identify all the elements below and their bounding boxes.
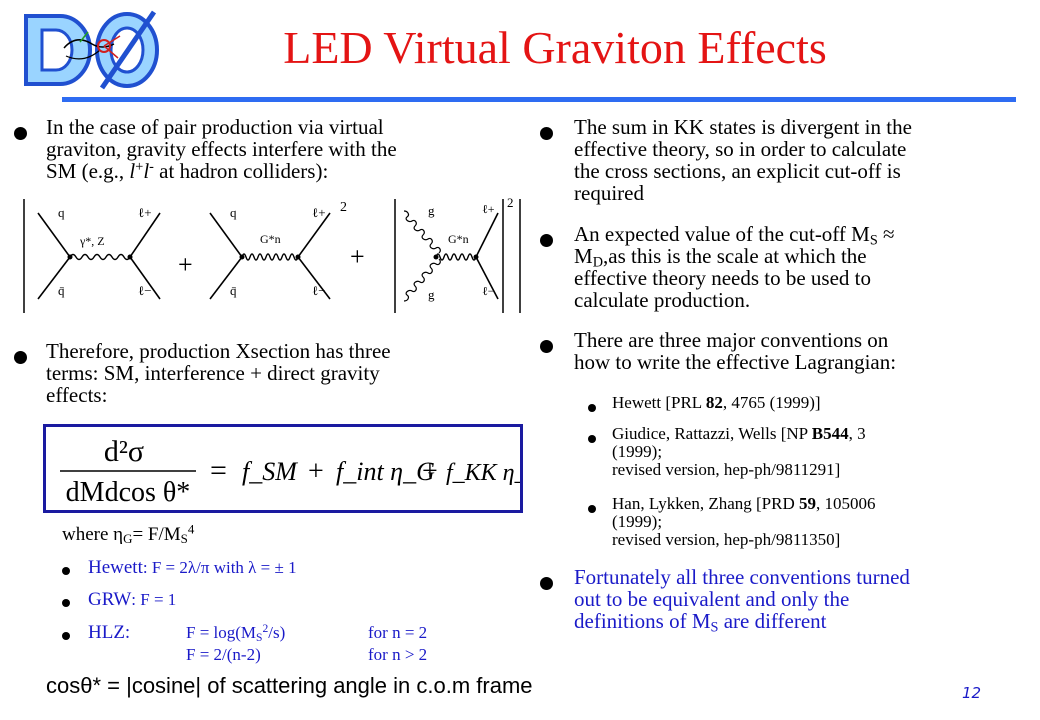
label-q: q (58, 205, 65, 220)
bullet-dot (540, 127, 553, 140)
text-line: graviton, gravity effects interfere with… (46, 137, 397, 161)
bullet-dot (540, 234, 553, 247)
eq-denominator: dMdcos θ* (66, 477, 191, 508)
ref-hewett: Hewett [PRL 82, 4765 (1999)] (612, 393, 821, 412)
convention-hewett: Hewett: F = 2λ/π with λ = ± 1 (88, 557, 297, 578)
plus-sign: + (178, 250, 193, 279)
hlz-formula-2: F = 2/(n-2) (186, 645, 261, 664)
text-line: The sum in KK states is divergent in the (574, 115, 912, 139)
text-line: MD,as this is the scale at which the (574, 244, 867, 271)
slide-title: LED Virtual Graviton Effects (283, 22, 827, 73)
text-line: calculate production. (574, 288, 751, 312)
diagram-graviton-qq: q q̄ G*n ℓ+ ℓ− (209, 205, 331, 300)
ref-grw: Giudice, Rattazzi, Wells [NP B544, 3 (19… (612, 424, 866, 479)
label-lm: ℓ− (482, 284, 495, 298)
label-prop: G*n (260, 232, 281, 246)
label-lp: ℓ+ (482, 202, 495, 216)
text-line: effective theory, so in order to calcula… (574, 137, 907, 161)
eq-term-sm: f_SM (242, 457, 298, 486)
diagram-sm: q q̄ γ*, Z ℓ+ ℓ− (37, 205, 161, 300)
text-line: Fortunately all three conventions turned (574, 565, 910, 589)
label-g: g (428, 203, 435, 218)
bullet-dot (540, 577, 553, 590)
text-line: out to be equivalent and only the (574, 587, 850, 611)
text-line: In the case of pair production via virtu… (46, 115, 384, 139)
sub-bullet-dot (62, 567, 70, 575)
ref-hlz: Han, Lykken, Zhang [PRD 59, 105006 (1999… (612, 494, 876, 549)
sub-bullet-dot (62, 599, 70, 607)
label-lp: ℓ+ (312, 205, 326, 220)
d0-logo (12, 6, 162, 94)
text-line: effects: (46, 383, 108, 407)
label-qbar: q̄ (230, 283, 237, 298)
convention-hlz: HLZ: (88, 622, 131, 643)
sub-bullet-dot (588, 404, 596, 412)
text-line: how to write the effective Lagrangian: (574, 350, 897, 374)
feynman-diagrams: q q̄ γ*, Z ℓ+ ℓ− + q q̄ G*n ℓ+ ℓ− 2 + (20, 195, 525, 325)
cross-section-equation: d²σ dMdcos θ* = f_SM + f_int η_G + f_KK … (43, 424, 552, 513)
left-bullet-1: In the case of pair production via virtu… (46, 116, 516, 182)
label-qbar: q̄ (58, 283, 65, 298)
label-lp: ℓ+ (138, 205, 152, 220)
hlz-formula-1: F = log(MS2/s) (186, 622, 286, 644)
eq-plus: + (422, 456, 438, 487)
exponent: 2 (507, 195, 514, 210)
text-line: definitions of MS are different (574, 609, 827, 636)
text-line: SM (e.g., l+l- at hadron colliders): (46, 158, 329, 183)
label-prop: G*n (448, 232, 469, 246)
eq-term-int: f_int η_G (336, 457, 435, 486)
bullet-dot (14, 351, 27, 364)
text-line: required (574, 181, 644, 205)
hlz-cond-1: for n = 2 (368, 623, 428, 642)
text-line: Therefore, production Xsection has three (46, 339, 391, 363)
diagram-graviton-gg: g g G*n ℓ+ ℓ− (403, 202, 499, 302)
eq-plus: + (308, 456, 324, 487)
page-number: 12 (962, 684, 982, 702)
plus-sign: + (350, 242, 365, 271)
bullet-dot (540, 340, 553, 353)
label-q: q (230, 205, 237, 220)
label-prop: γ*, Z (79, 234, 105, 248)
sub-bullet-dot (588, 435, 596, 443)
right-bullet-1: The sum in KK states is divergent in the… (574, 116, 1024, 204)
right-bullet-3: There are three major conventions on how… (574, 329, 1024, 373)
text-line: An expected value of the cut-off MS ≈ (574, 222, 895, 249)
label-g: g (428, 287, 435, 302)
eq-equals: = (210, 454, 227, 487)
title-underline (62, 97, 1016, 102)
text-line: terms: SM, interference + direct gravity (46, 361, 380, 385)
text-line: There are three major conventions on (574, 328, 889, 352)
hlz-cond-2: for n > 2 (368, 645, 428, 664)
right-bullet-4: Fortunately all three conventions turned… (574, 565, 1024, 636)
label-lm: ℓ− (138, 283, 152, 298)
sub-bullet-dot (588, 505, 596, 513)
left-bullet-2: Therefore, production Xsection has three… (46, 340, 516, 406)
bullet-dot (14, 127, 27, 140)
right-bullet-2: An expected value of the cut-off MS ≈ MD… (574, 223, 1024, 311)
label-lm: ℓ− (312, 283, 326, 298)
where-line: where ηG= F/MS4 (62, 521, 195, 547)
text-line: the cross sections, an explicit cut-off … (574, 159, 901, 183)
footer-note: cosθ* = |cosine| of scattering angle in … (46, 673, 533, 698)
convention-grw: GRW: F = 1 (88, 589, 177, 610)
eq-numerator: d²σ (104, 435, 144, 468)
eq-term-kk: f_KK η_G² (446, 460, 520, 486)
sub-bullet-dot (62, 632, 70, 640)
exponent: 2 (340, 200, 347, 215)
text-line: effective theory needs to be used to (574, 266, 872, 290)
